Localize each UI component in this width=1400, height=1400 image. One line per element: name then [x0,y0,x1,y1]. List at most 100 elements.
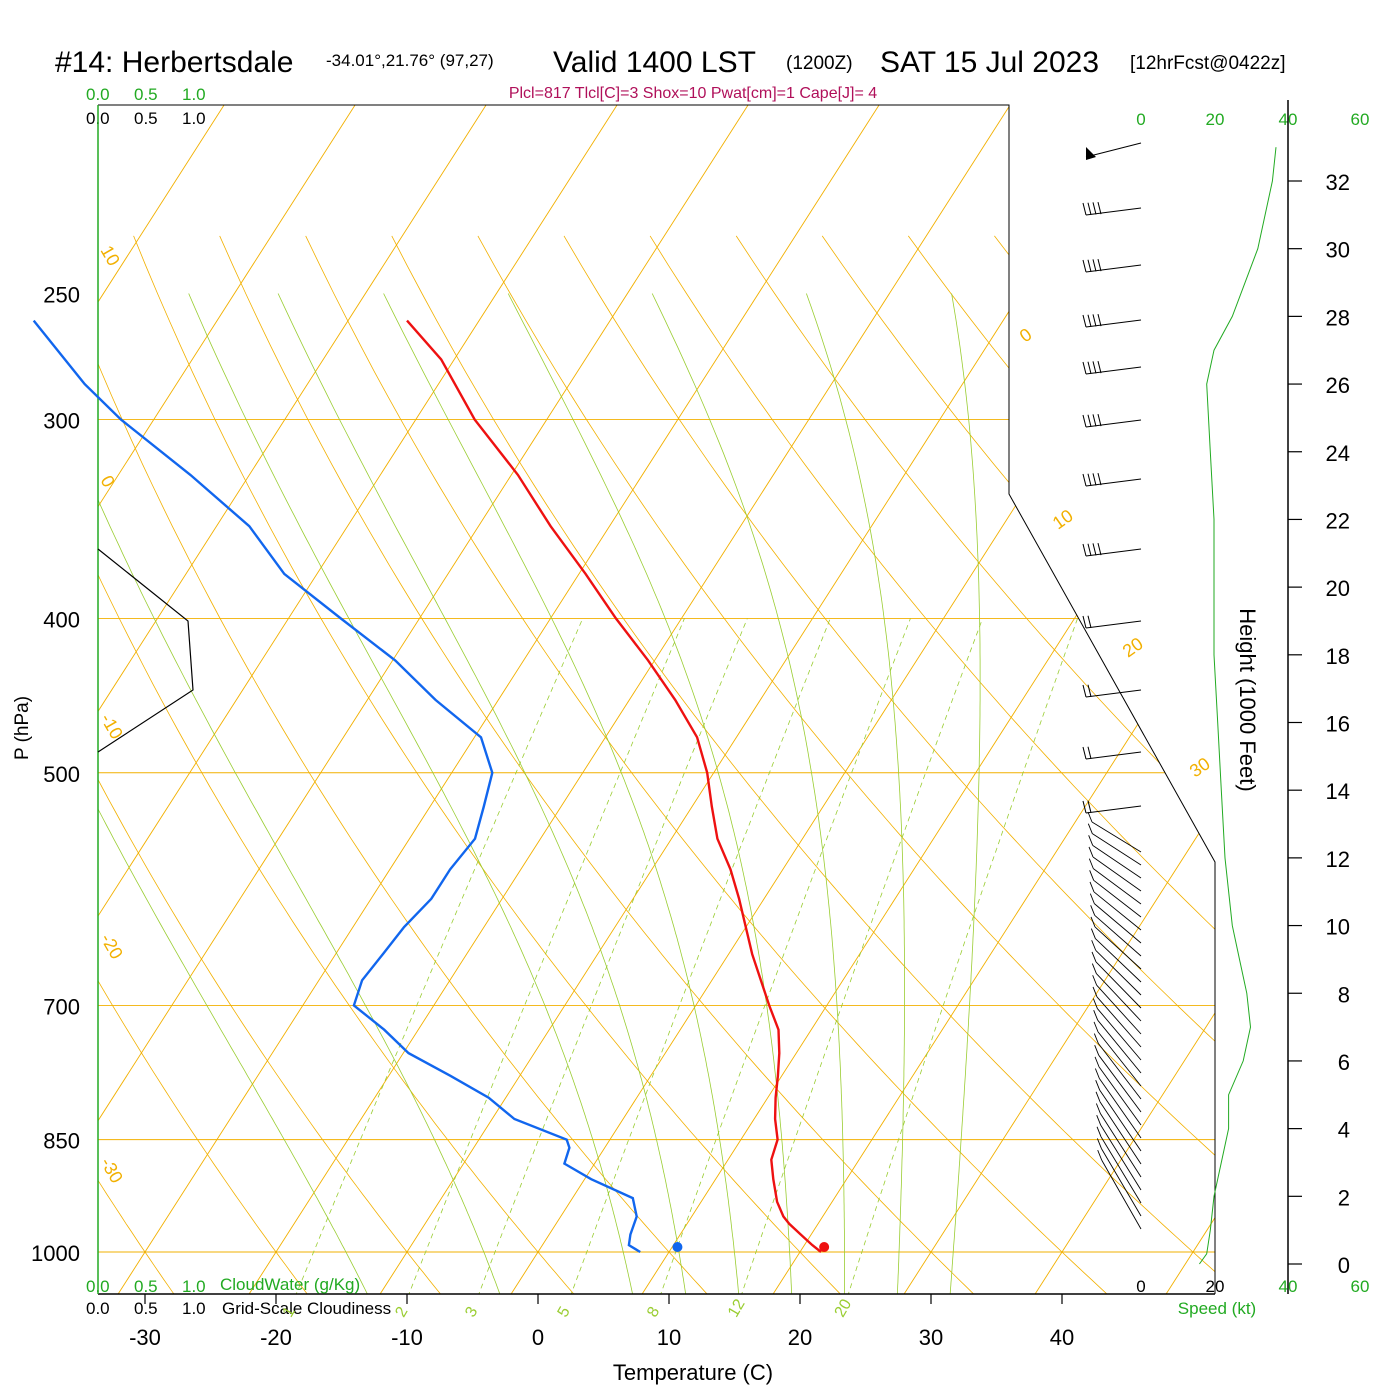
height-tick-label: 8 [1338,982,1350,1007]
cw-top-tick: 1.0 [182,85,206,104]
barb-feather [1092,998,1098,1009]
speed-bottom-tick: 0 [1136,1277,1145,1296]
temperature-axis-ticks: -30 -20 -10 0 10 20 30 40 [129,1294,1074,1350]
barb-staff [1099,1113,1142,1178]
wind-barb [1095,1091,1142,1165]
mixing-ratio-line [566,618,831,1294]
stability-indices: Plcl=817 Tlcl[C]=3 Shox=10 Pwat[cm]=1 Ca… [509,85,877,102]
cw-top-tick: 0.5 [134,85,158,104]
wind-barb [1082,684,1142,698]
barb-staff [1095,961,1142,1009]
barb-feather [1097,201,1102,215]
barb-feather [1094,1056,1100,1068]
speed-bottom-tick: 20 [1206,1277,1225,1296]
temperature-tick-label: 10 [657,1325,681,1350]
barb-feather [1090,928,1096,939]
barb-feather [1097,542,1102,556]
x-axis-label: Temperature (C) [613,1360,773,1385]
wind-barb [1094,1045,1142,1113]
isotherm-line [641,105,1215,1294]
wind-barb [1089,893,1142,944]
cloudiness-label: Grid-Scale Cloudiness [222,1299,391,1318]
barb-feather [1087,314,1092,327]
barb-feather [1087,543,1092,556]
wind-barb [1095,1080,1142,1152]
barb-feather [1087,746,1092,759]
barb-staff [1085,751,1142,760]
station-title: #14: Herbertsdale [55,46,293,79]
isotherm-line [1034,105,1215,1294]
wind-barb [1090,905,1142,957]
wind-barb [1094,1056,1142,1126]
barb-feather [1087,615,1092,628]
speed-label: Speed (kt) [1178,1299,1256,1318]
barb-feather [1093,1021,1099,1033]
isotherm-line [1165,105,1215,1294]
mixing-ratio-label: 12 [725,1296,749,1320]
barb-feather [1097,360,1102,374]
temperature-tick-label: 0 [532,1325,544,1350]
moist-adiabat-line [98,293,374,1294]
temperature-tick-label: 20 [788,1325,812,1350]
temperature-tick-label: -30 [129,1325,161,1350]
barb-feather [1087,202,1092,215]
speed-scale-bottom: 0 20 40 60 Speed (kt) [1136,1277,1369,1318]
isotherm-line [98,105,516,1294]
barb-staff [1093,879,1142,918]
cw-bottom-tick: 0.0 [86,1277,110,1296]
dry-adiabat-line [98,235,584,1294]
dry-adiabat-line [98,235,317,1294]
barb-staff [1092,856,1142,892]
wind-barb [1082,542,1142,557]
barb-feather [1094,1045,1100,1056]
surface-dewpoint-point [672,1242,683,1252]
mixing-ratio-label: 5 [555,1304,574,1320]
speed-bottom-tick: 60 [1351,1277,1370,1296]
barb-staff [1085,478,1142,487]
moist-adiabat-line [651,293,845,1294]
barb-feather [1082,361,1087,375]
wind-barb [1092,986,1142,1048]
height-tick-label: 32 [1326,170,1350,195]
dry-adiabat-line [305,235,1120,1294]
barb-feather [1082,615,1087,629]
barb-staff [1085,805,1142,814]
plot-outline [98,104,1216,1294]
barb-staff [1099,1101,1142,1165]
mixing-ratio-line [737,618,983,1294]
isotherm-label: 30 [1186,753,1214,781]
moist-adiabat-line [383,293,741,1294]
height-tick-label: 6 [1338,1050,1350,1075]
barb-feather [1092,543,1097,556]
moist-adiabat-line [277,293,688,1294]
zulu-time: (1200Z) [786,53,853,74]
barb-feather [1087,800,1092,813]
wind-barb [1092,975,1142,1035]
barb-feather [1087,414,1092,427]
barb-feather [1097,313,1102,327]
barb-feather [1092,202,1097,215]
pressure-tick-label: 850 [43,1129,80,1154]
isotherm-line [772,105,1215,1294]
barb-staff [1095,938,1142,983]
wind-barb [1082,800,1142,814]
barb-staff [1095,949,1142,996]
barb-feather [1092,361,1097,374]
cw-bottom-tick: 1.0 [182,1277,206,1296]
barb-feather [1095,1080,1101,1091]
wind-barb [1091,963,1142,1022]
isotherm-label: -20 [97,930,127,963]
cloudwater-scale-top: 0.0 0.5 1.0 [86,85,206,104]
barb-feather [1091,951,1097,963]
barb-feather [1082,202,1087,216]
dry-adiabat-line [133,235,852,1294]
wind-barb [1092,998,1142,1061]
wind-barb [1082,258,1142,273]
barb-staff [1098,1054,1142,1113]
isotherm-line [98,105,647,1294]
wind-barb [1096,1126,1142,1204]
height-tick-label: 12 [1326,847,1350,872]
isotherm-line [98,105,254,1294]
barb-staff [1085,620,1142,629]
barb-feather [1087,811,1093,823]
